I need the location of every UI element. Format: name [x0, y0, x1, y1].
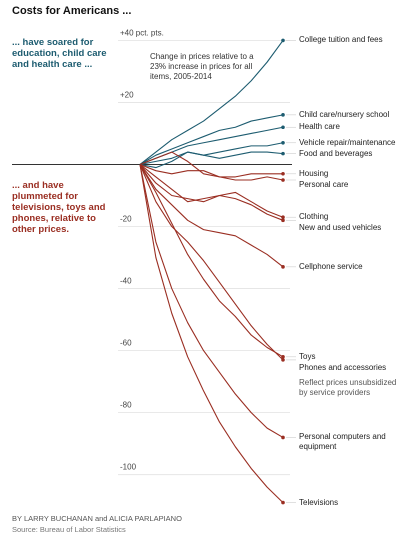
series-label: Personal computers and equipment [299, 432, 386, 451]
end-dot [281, 171, 285, 176]
end-dot [281, 218, 285, 223]
series-label: Phones and accessories [299, 362, 387, 372]
end-dot [281, 125, 285, 130]
y-tick-label: -20 [120, 215, 132, 224]
line [139, 164, 284, 361]
line [139, 114, 284, 165]
end-dot [281, 265, 285, 269]
y-tick-label: +40 pct. pts. [120, 28, 164, 37]
end-dot [281, 113, 285, 117]
annotation: ... have soared for education, child car… [12, 37, 107, 70]
y-tick-label: -100 [120, 463, 137, 472]
y-tick-label: -40 [120, 277, 132, 286]
line [139, 151, 284, 169]
line [139, 164, 284, 358]
line [139, 164, 284, 438]
end-dot [281, 358, 285, 362]
line [139, 40, 284, 165]
series-label: Clothing [299, 212, 329, 222]
line [139, 164, 284, 221]
series-label: Health care [299, 122, 340, 132]
series-label: Cellphone service [299, 261, 363, 271]
series-label: Child care/nursery school [299, 109, 390, 119]
series-label: Personal care [299, 179, 349, 189]
line [139, 164, 284, 268]
end-dot [281, 500, 285, 505]
source: Source: Bureau of Labor Statistics [12, 525, 126, 534]
end-dot [281, 215, 285, 220]
line [139, 164, 284, 503]
end-dot [281, 355, 285, 359]
annotation: Reflect prices unsubsidized by service p… [299, 378, 397, 397]
series-label: College tuition and fees [299, 35, 383, 45]
y-tick-label: -60 [120, 339, 132, 348]
line [139, 142, 284, 166]
chart-title: Costs for Americans ... [12, 5, 132, 17]
series-label: Televisions [299, 497, 339, 507]
series-label: New and used vehicles [299, 223, 382, 233]
line [139, 164, 284, 218]
series-label: Housing [299, 168, 329, 178]
y-tick-label: -80 [120, 401, 132, 410]
line [139, 163, 284, 181]
series-label: Toys [299, 351, 316, 361]
end-dot [281, 140, 285, 145]
end-dot [281, 151, 285, 156]
annotation: Change in prices relative to a 23% incre… [150, 52, 254, 81]
end-dot [281, 178, 285, 182]
y-tick-label: +20 [120, 90, 134, 99]
series-label: Vehicle repair/maintenance [299, 137, 396, 147]
line [139, 151, 283, 178]
end-dot [281, 435, 285, 440]
end-dot [281, 38, 285, 43]
byline: BY LARRY BUCHANAN and ALICIA PARLAPIANO [12, 514, 182, 523]
annotation: ... and have plummeted for televisions, … [12, 180, 106, 235]
series-label: Food and beverages [299, 148, 373, 158]
